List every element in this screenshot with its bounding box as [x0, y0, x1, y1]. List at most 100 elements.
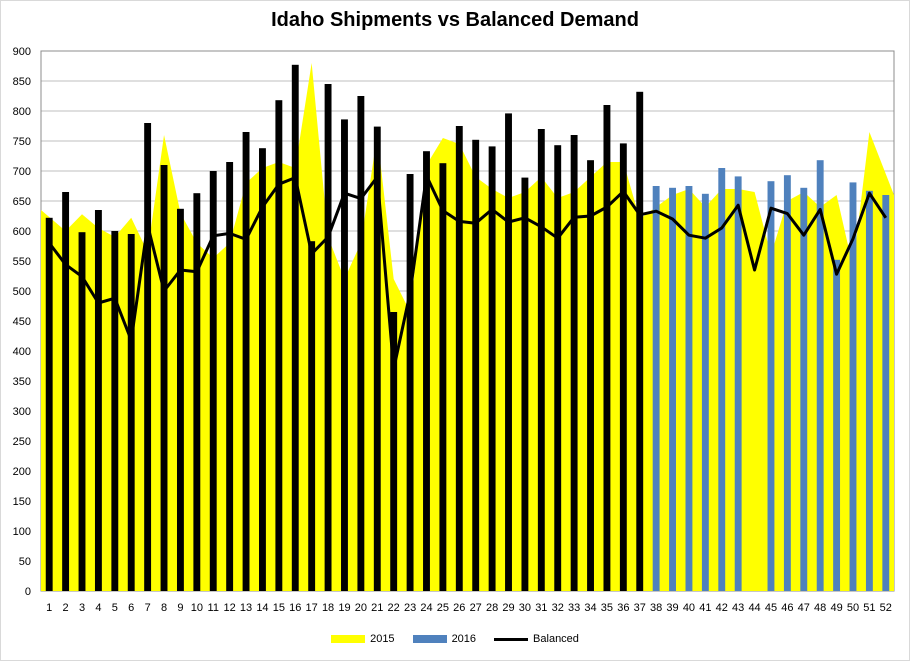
bar-2016	[78, 232, 86, 591]
x-tick-label: 9	[177, 602, 183, 614]
x-tick-label: 48	[814, 602, 826, 614]
bar-2016	[603, 105, 611, 591]
x-tick-label: 35	[601, 602, 613, 614]
x-tick-label: 13	[240, 602, 252, 614]
x-tick-label: 50	[847, 602, 859, 614]
x-tick-label: 41	[699, 602, 711, 614]
x-tick-label: 36	[617, 602, 629, 614]
bar-2016	[685, 186, 693, 591]
bar-2016	[800, 187, 808, 592]
legend-label-2015: 2015	[370, 633, 395, 645]
bar-2016	[783, 175, 791, 591]
bar-2016	[816, 160, 824, 591]
bar-2016	[341, 119, 348, 592]
bar-2016	[324, 84, 332, 591]
bar-2016	[226, 162, 234, 591]
bar-2016	[209, 171, 217, 591]
x-tick-label: 21	[371, 602, 383, 614]
x-tick-label: 10	[191, 602, 203, 614]
bar-2016	[45, 217, 53, 592]
y-tick-label: 100	[13, 526, 31, 538]
y-tick-label: 500	[13, 286, 31, 298]
legend-item-2016: 2016	[412, 633, 476, 645]
legend-label-balanced: Balanced	[533, 633, 579, 645]
chart-legend: 2015 2016 Balanced	[1, 633, 909, 645]
bar-2016	[176, 208, 184, 592]
bar-2016	[275, 100, 283, 591]
bar-2016	[472, 139, 480, 592]
y-tick-label: 0	[25, 586, 31, 598]
bar-2016	[734, 176, 742, 591]
bar-2016	[357, 96, 365, 591]
x-tick-label: 26	[453, 602, 465, 614]
y-tick-label: 550	[13, 256, 31, 268]
bar-2016	[570, 135, 578, 591]
bar-2016	[865, 190, 873, 592]
x-tick-label: 23	[404, 602, 416, 614]
y-tick-label: 750	[13, 136, 31, 148]
bar-2016	[882, 195, 890, 591]
x-tick-label: 19	[338, 602, 350, 614]
x-axis: 1 2 3 4 5 6 7 8 9 10 11 12 13 14 15 16 17 18 19 20 21 22 23 24 2…	[46, 602, 892, 614]
bar-2016	[718, 168, 726, 591]
x-tick-label: 4	[95, 602, 101, 614]
x-tick-label: 2	[63, 602, 69, 614]
x-tick-label: 45	[765, 602, 777, 614]
bar-2016	[636, 91, 644, 592]
bar-2016	[406, 174, 414, 591]
y-tick-label: 150	[13, 496, 31, 508]
bar-2016	[291, 64, 299, 592]
bar-2016	[669, 187, 676, 592]
x-tick-label: 44	[748, 602, 760, 614]
x-tick-label: 14	[256, 602, 268, 614]
bar-2016	[111, 231, 119, 591]
bar-2016	[652, 186, 660, 591]
bar-2016	[767, 181, 775, 591]
y-tick-label: 50	[19, 556, 31, 568]
x-tick-label: 32	[552, 602, 564, 614]
bar-2016	[521, 177, 529, 591]
x-tick-label: 24	[420, 602, 432, 614]
y-tick-label: 700	[13, 166, 31, 178]
bar-2016	[833, 259, 841, 591]
bar-2016	[62, 192, 70, 591]
x-tick-label: 38	[650, 602, 662, 614]
chart-title: Idaho Shipments vs Balanced Demand	[271, 9, 639, 31]
x-tick-label: 37	[634, 602, 646, 614]
x-tick-label: 7	[145, 602, 151, 614]
x-tick-label: 28	[486, 602, 498, 614]
y-tick-label: 200	[13, 466, 31, 478]
y-tick-label: 300	[13, 406, 31, 418]
x-tick-label: 43	[732, 602, 744, 614]
legend-swatch-2015	[331, 635, 366, 643]
line-balanced	[48, 174, 888, 371]
bar-2016	[94, 210, 102, 591]
bar-2016	[308, 241, 316, 591]
x-tick-label: 51	[863, 602, 875, 614]
y-tick-label: 250	[13, 436, 31, 448]
x-tick-label: 27	[470, 602, 482, 614]
bar-2016	[373, 126, 381, 591]
bar-2016	[259, 148, 266, 591]
y-axis: 0 50 100 150 200 250 300 350 400 450 500 550 600 650 7…	[13, 46, 31, 598]
y-tick-label: 600	[13, 226, 31, 238]
x-tick-label: 40	[683, 602, 695, 614]
x-tick-label: 42	[716, 602, 728, 614]
x-tick-label: 1	[46, 602, 52, 614]
x-tick-label: 33	[568, 602, 580, 614]
x-tick-label: 18	[322, 602, 334, 614]
bar-2016	[488, 146, 496, 591]
y-tick-label: 400	[13, 346, 31, 358]
x-tick-label: 20	[355, 602, 367, 614]
x-tick-label: 34	[584, 602, 596, 614]
bar-2016	[242, 132, 250, 591]
bar-2016	[144, 123, 152, 591]
x-tick-label: 52	[880, 602, 892, 614]
x-tick-label: 15	[273, 602, 285, 614]
x-tick-label: 6	[128, 602, 134, 614]
y-tick-label: 850	[13, 76, 31, 88]
x-tick-label: 39	[666, 602, 678, 614]
bar-2016	[423, 151, 430, 591]
